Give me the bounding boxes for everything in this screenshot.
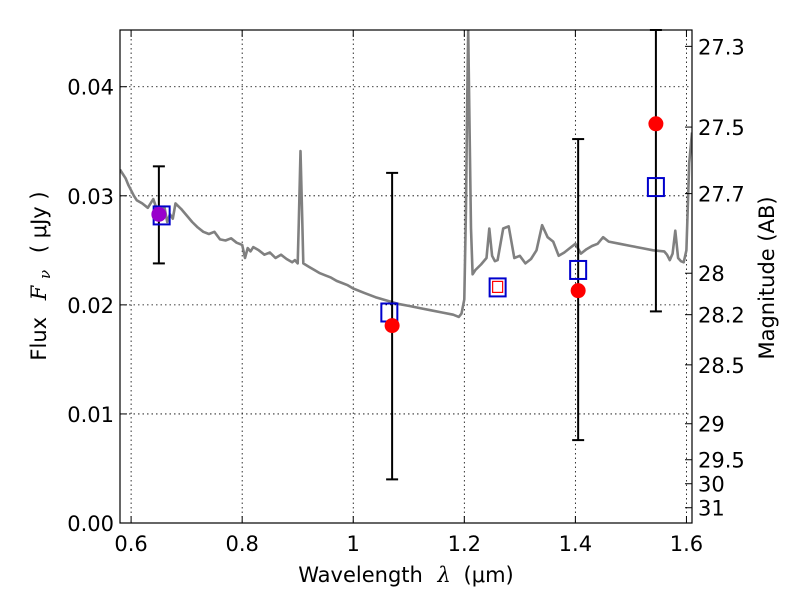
y-axis-label: Flux F ν ( μJy ) xyxy=(27,191,55,360)
x-axis-label-unit: (μm) xyxy=(464,563,514,587)
x-tick-label: 1 xyxy=(347,532,360,556)
x-tick-label: 1.4 xyxy=(559,532,592,556)
mag-tick-label: 28.5 xyxy=(698,354,745,378)
mag-tick-label: 28 xyxy=(698,262,725,286)
plot-frame xyxy=(119,29,693,524)
mag-tick-label: 30 xyxy=(698,473,725,497)
x-axis-label-text: Wavelength xyxy=(298,563,423,587)
observed-point xyxy=(151,206,167,222)
y-tick-label: 0.04 xyxy=(67,76,114,100)
y-axis-label-symbol: F xyxy=(27,284,51,301)
x-axis-label: Wavelength λ (μm) xyxy=(298,563,513,587)
mag-tick-label: 27.3 xyxy=(698,35,745,59)
ticks: 0.6 0.8 1 1.2 1.4 1.6 0.00 0.01 0.02 0.03 0.04 27.3… xyxy=(67,30,745,556)
mag-tick-label: 29.5 xyxy=(698,449,745,473)
right-axis-label: Magnitude (AB) xyxy=(755,196,779,359)
y-tick-label: 0.02 xyxy=(67,294,114,318)
y-tick-label: 0.01 xyxy=(67,403,114,427)
x-axis-label-symbol: λ xyxy=(437,563,451,587)
upper-limit-square xyxy=(492,280,504,294)
y-axis-label-unit: ( μJy ) xyxy=(27,191,51,253)
model-phot-square xyxy=(488,277,507,298)
mag-tick-label: 27.7 xyxy=(698,183,745,207)
observed-point xyxy=(570,283,586,299)
observed-point xyxy=(648,116,664,132)
x-tick-label: 1.2 xyxy=(448,532,481,556)
mag-tick-label: 29 xyxy=(698,413,725,437)
points-layer xyxy=(151,116,665,334)
x-tick-label: 1.6 xyxy=(670,532,703,556)
model-phot-square xyxy=(646,177,665,198)
mag-tick-label: 27.5 xyxy=(698,116,745,140)
y-tick-label: 0.00 xyxy=(67,512,114,536)
x-tick-label: 0.8 xyxy=(225,532,258,556)
y-axis-label-subscript: ν xyxy=(36,270,54,279)
x-tick-label: 0.6 xyxy=(114,532,147,556)
mag-tick-label: 31 xyxy=(698,497,725,521)
mag-tick-label: 28.2 xyxy=(698,304,745,328)
model-phot-square xyxy=(569,259,588,280)
y-axis-label-text: Flux xyxy=(27,317,51,361)
y-tick-label: 0.03 xyxy=(67,185,114,209)
observed-point xyxy=(384,318,400,334)
